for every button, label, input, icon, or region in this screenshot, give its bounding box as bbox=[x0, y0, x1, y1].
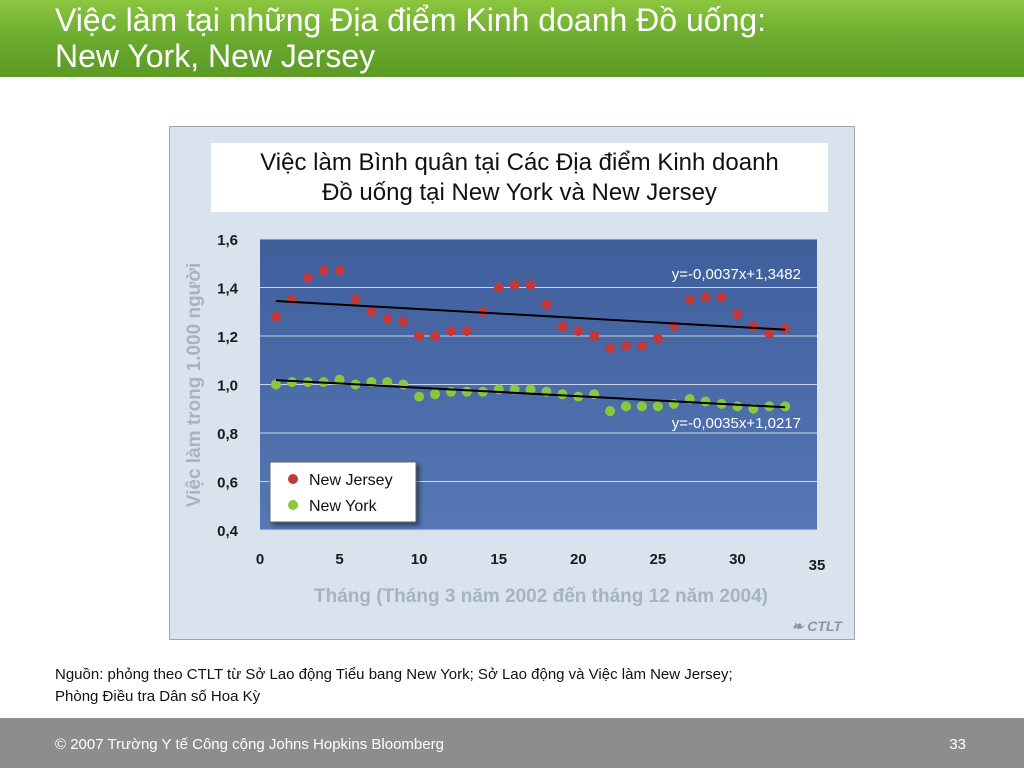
legend-marker-new-jersey bbox=[288, 474, 298, 484]
new-jersey-equation: y=-0,0037x+1,3482 bbox=[672, 266, 801, 283]
new-york-point bbox=[557, 389, 568, 400]
new-jersey-point bbox=[541, 299, 552, 310]
slide-title-line1: Việc làm tại những Địa điểm Kinh doanh Đ… bbox=[55, 2, 767, 38]
y-tick-label: 1,4 bbox=[217, 281, 239, 298]
y-tick-label: 1,0 bbox=[217, 378, 238, 395]
new-jersey-point bbox=[350, 294, 361, 305]
new-york-trendline bbox=[275, 379, 786, 409]
page-number: 33 bbox=[949, 736, 966, 753]
source-line2: Phòng Điều tra Dân số Hoa Kỳ bbox=[55, 688, 261, 705]
source-note: Nguồn: phỏng theo CTLT từ Sở Lao động Ti… bbox=[55, 664, 955, 708]
slide-title: Việc làm tại những Địa điểm Kinh doanh Đ… bbox=[55, 2, 766, 74]
legend-box bbox=[269, 461, 417, 523]
new-york-point bbox=[621, 401, 632, 412]
new-jersey-trendline bbox=[275, 299, 786, 331]
new-jersey-point bbox=[684, 294, 695, 305]
new-jersey-point bbox=[732, 309, 743, 320]
x-tick-label: 10 bbox=[411, 551, 428, 568]
new-jersey-point bbox=[636, 340, 647, 351]
footer: © 2007 Trường Y tế Công cộng Johns Hopki… bbox=[0, 718, 1024, 768]
y-tick-label: 0,4 bbox=[217, 523, 239, 540]
title-bar: Việc làm tại những Địa điểm Kinh doanh Đ… bbox=[0, 0, 1024, 77]
slide-title-line2: New York, New Jersey bbox=[55, 38, 376, 74]
new-jersey-point bbox=[286, 294, 297, 305]
x-tick-label: 30 bbox=[729, 551, 746, 568]
new-jersey-point bbox=[318, 265, 329, 276]
legend-label-new-york: New York bbox=[309, 498, 378, 515]
y-tick-label: 0,8 bbox=[217, 426, 238, 443]
new-york-point bbox=[461, 386, 472, 397]
chart-title-line1: Việc làm Bình quân tại Các Địa điểm Kinh… bbox=[260, 149, 779, 176]
x-tick-label: 0 bbox=[256, 551, 264, 568]
ctlt-logo: ❧ CTLT bbox=[792, 618, 844, 634]
footer-copyright: © 2007 Trường Y tế Công cộng Johns Hopki… bbox=[55, 736, 444, 753]
new-jersey-point bbox=[493, 282, 504, 293]
new-york-point bbox=[636, 401, 647, 412]
x-tick-label: 5 bbox=[335, 551, 343, 568]
new-jersey-point bbox=[461, 326, 472, 337]
new-jersey-point bbox=[414, 331, 425, 341]
new-york-point bbox=[605, 406, 616, 417]
new-jersey-point bbox=[445, 326, 456, 337]
new-jersey-point bbox=[525, 280, 536, 291]
new-jersey-point bbox=[652, 333, 663, 344]
new-york-point bbox=[700, 396, 711, 407]
y-tick-label: 1,6 bbox=[217, 232, 238, 249]
legend-marker-new-york bbox=[288, 500, 298, 510]
new-york-point bbox=[286, 377, 297, 388]
new-york-point bbox=[652, 401, 663, 412]
new-jersey-point bbox=[764, 328, 775, 339]
new-jersey-point bbox=[382, 314, 393, 325]
new-york-point bbox=[414, 391, 425, 402]
new-jersey-point bbox=[270, 311, 281, 322]
chart-title-box: Việc làm Bình quân tại Các Địa điểm Kinh… bbox=[211, 143, 828, 212]
new-jersey-point bbox=[621, 340, 632, 351]
new-jersey-point bbox=[302, 272, 313, 283]
x-tick-label: 35 bbox=[809, 557, 826, 574]
new-york-equation: y=-0,0035x+1,0217 bbox=[672, 415, 801, 432]
new-york-point bbox=[430, 389, 441, 400]
x-tick-label: 25 bbox=[650, 551, 667, 568]
new-jersey-point bbox=[716, 292, 727, 303]
new-york-point bbox=[732, 401, 743, 412]
legend-label-new-jersey: New Jersey bbox=[309, 472, 393, 489]
new-jersey-point bbox=[366, 306, 377, 317]
new-jersey-point bbox=[748, 321, 759, 332]
new-jersey-point bbox=[700, 292, 711, 303]
chart-title-line2: Đồ uống tại New York và New Jersey bbox=[322, 179, 717, 206]
y-axis-label: Việc làm trong 1.000 người bbox=[184, 263, 205, 507]
new-jersey-point bbox=[573, 326, 584, 337]
source-line1: Nguồn: phỏng theo CTLT từ Sở Lao động Ti… bbox=[55, 666, 733, 683]
new-jersey-point bbox=[605, 343, 616, 354]
x-tick-label: 20 bbox=[570, 551, 587, 568]
x-axis-label: Tháng (Tháng 3 năm 2002 đến tháng 12 năm… bbox=[314, 586, 768, 607]
new-jersey-point bbox=[557, 321, 568, 332]
new-york-point bbox=[382, 377, 393, 388]
new-jersey-point bbox=[430, 331, 441, 341]
x-tick-label: 15 bbox=[490, 551, 507, 568]
new-jersey-point bbox=[589, 331, 600, 341]
y-tick-label: 0,6 bbox=[217, 475, 238, 492]
y-tick-label: 1,2 bbox=[217, 329, 238, 346]
new-jersey-point bbox=[398, 316, 409, 327]
new-york-point bbox=[270, 379, 281, 390]
new-york-point bbox=[525, 384, 536, 395]
new-york-point bbox=[334, 374, 345, 385]
new-jersey-point bbox=[509, 280, 520, 291]
new-jersey-point bbox=[334, 265, 345, 276]
